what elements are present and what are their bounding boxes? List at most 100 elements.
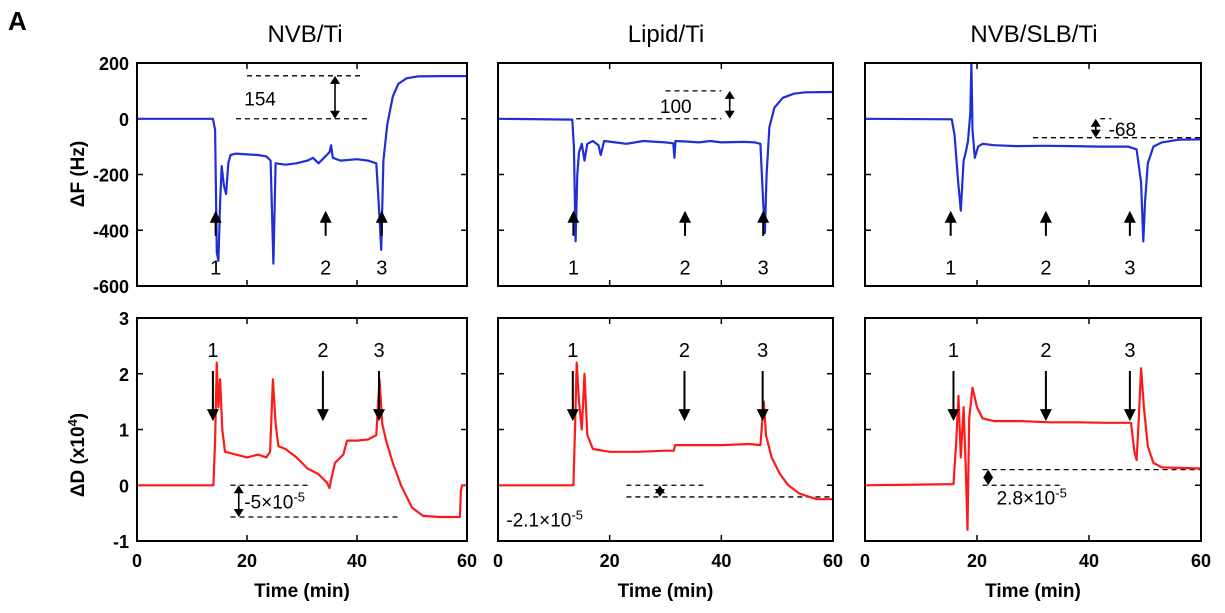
event-arrow-2: 2 [1039, 210, 1052, 279]
event-arrow-label: 3 [376, 257, 387, 279]
column-title-nvb-slb-ti: NVB/SLB/Ti [970, 21, 1097, 48]
x-tick-label: 0 [132, 551, 142, 571]
y-axis-label-dissipation: ΔD (x104) [65, 413, 90, 497]
event-arrow-1: 1 [947, 340, 960, 422]
event-arrow-label: 2 [679, 257, 690, 279]
event-arrow-2: 2 [1039, 340, 1052, 422]
x-tick-label: 60 [823, 551, 843, 571]
plot-frame [497, 62, 834, 287]
plot-frame [864, 62, 1202, 287]
event-arrow-label: 1 [207, 340, 218, 362]
chart-panel-2: 100 1 2 3 [497, 62, 834, 287]
event-arrow-label: 2 [679, 340, 690, 362]
series-line [864, 367, 1202, 532]
x-tick-label: 20 [967, 551, 987, 571]
column-title-nvb-ti: NVB/Ti [267, 21, 342, 48]
event-arrow-1: 1 [567, 210, 580, 279]
event-arrow-3: 3 [373, 340, 385, 422]
event-arrow-label: 2 [1040, 257, 1051, 279]
series-line [497, 90, 834, 243]
series-line [137, 74, 467, 265]
event-arrow-label: 2 [320, 257, 331, 279]
x-tick-label: 40 [711, 551, 731, 571]
annotation-label: -68 [1109, 120, 1136, 141]
x-axis-label: Time (min) [254, 581, 350, 602]
event-arrow-label: 3 [1124, 257, 1135, 279]
chart-panel-1: -600 -400 -200 0 200 154 1 2 3 [93, 54, 468, 297]
chart-panel-3: -68 1 2 3 [864, 61, 1202, 287]
event-arrow-1: 1 [209, 210, 222, 279]
series-line [498, 361, 833, 501]
event-arrow-2: 2 [319, 210, 332, 279]
event-arrow-label: 2 [1040, 340, 1051, 362]
annotation-label: 100 [660, 97, 692, 118]
event-arrow-label: 3 [373, 340, 384, 362]
x-tick-label: 60 [1191, 551, 1211, 571]
event-arrow-1: 1 [566, 340, 579, 422]
event-arrow-label: 1 [945, 257, 956, 279]
series-line [864, 61, 1202, 243]
annotation-arrow-head-down [983, 477, 994, 486]
annotation-arrow-head-down [233, 509, 244, 518]
x-axis-label: Time (min) [618, 581, 714, 602]
y-tick-label: -600 [93, 277, 129, 297]
event-arrow-label: 1 [568, 257, 579, 279]
annotation-arrow-head-up [1090, 118, 1101, 127]
event-arrow-label: 3 [758, 257, 769, 279]
y-tick-label: -400 [93, 221, 129, 241]
annotation-label: 2.8×10-5 [997, 485, 1067, 510]
event-arrow-3: 3 [1123, 210, 1136, 279]
annotation-arrow-head-up [330, 75, 340, 84]
annotation-label: -5×10-5 [244, 489, 305, 514]
plot-frame [136, 317, 468, 542]
x-tick-label: 40 [347, 551, 367, 571]
x-tick-label: 20 [237, 551, 257, 571]
x-tick-label: 20 [600, 551, 620, 571]
event-arrow-2: 2 [316, 340, 329, 422]
x-tick-label: 60 [457, 551, 477, 571]
annotation-arrow-head-down [654, 488, 665, 497]
event-arrow-2: 2 [679, 210, 692, 279]
x-axis-label: Time (min) [985, 581, 1081, 602]
event-arrow-label: 3 [757, 340, 768, 362]
annotation-arrow-head-up [983, 469, 994, 478]
annotation-arrow-head-down [724, 110, 735, 119]
event-arrow-3: 3 [757, 210, 770, 279]
event-arrow-2: 2 [678, 340, 691, 422]
chart-panel-5: 0 20 40 60 -2.1×10-5 1 2 3 Time (min) [493, 317, 843, 602]
x-tick-label: 0 [860, 551, 870, 571]
annotation-label: 154 [244, 89, 276, 110]
event-arrow-label: 1 [567, 340, 578, 362]
plot-frame [864, 317, 1202, 542]
event-arrow-3: 3 [756, 340, 769, 422]
y-tick-label: 2 [119, 365, 129, 385]
annotation-arrow-head-up [724, 90, 735, 99]
y-tick-label: 200 [99, 54, 129, 74]
event-arrow-1: 1 [206, 340, 219, 422]
y-tick-label: 0 [119, 476, 129, 496]
plot-frame [497, 317, 834, 542]
event-arrow-3: 3 [1123, 340, 1136, 422]
chart-panel-6: 0 20 40 60 2.8×10-5 1 2 3 Time (min) [860, 317, 1211, 602]
annotation-arrow-head-down [330, 110, 340, 119]
event-arrow-label: 2 [317, 340, 328, 362]
event-arrow-1: 1 [944, 210, 957, 279]
y-axis-label-frequency: ΔF (Hz) [68, 141, 89, 207]
column-title-lipid-ti: Lipid/Ti [628, 21, 704, 48]
plot-frame [136, 62, 468, 287]
x-tick-label: 0 [493, 551, 503, 571]
y-tick-label: 1 [119, 421, 129, 441]
event-arrow-label: 1 [948, 340, 959, 362]
series-line [137, 361, 467, 519]
event-arrow-3: 3 [375, 210, 388, 279]
event-arrow-label: 3 [1124, 340, 1135, 362]
x-tick-label: 40 [1079, 551, 1099, 571]
y-tick-label: -1 [113, 532, 129, 552]
annotation-arrow-head-up [233, 485, 244, 494]
y-tick-label: 0 [119, 110, 129, 130]
annotation-arrow-head-down [1090, 129, 1101, 138]
y-tick-label: -200 [93, 166, 129, 186]
